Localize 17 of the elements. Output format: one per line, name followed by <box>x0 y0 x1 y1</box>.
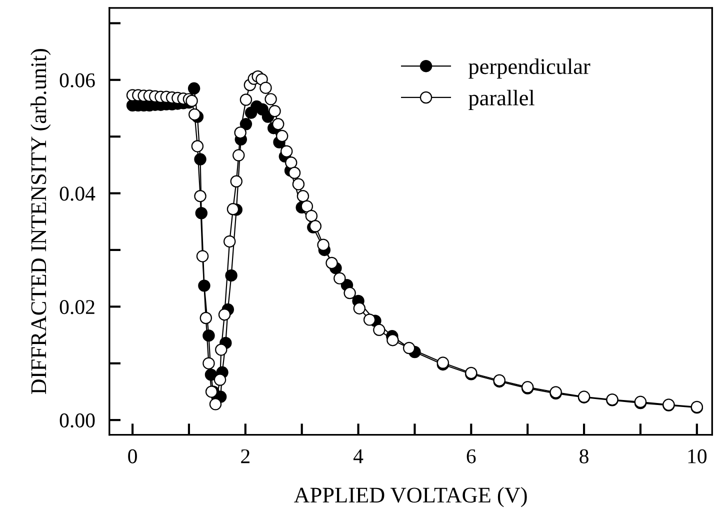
y-tick-label: 0.00 <box>60 413 95 428</box>
x-tick-label: 0 <box>128 449 137 464</box>
y-tick-label: 0.04 <box>60 186 96 201</box>
x-tick-label: 2 <box>241 449 250 464</box>
x-axis-title: APPLIED VOLTAGE (V) <box>294 487 527 508</box>
point <box>225 269 238 282</box>
x-tick-label: 4 <box>353 449 364 464</box>
x-tick-label: 6 <box>466 449 476 464</box>
point <box>188 82 200 95</box>
x-tick-label: 10 <box>688 449 707 464</box>
point <box>194 153 206 166</box>
y-tick-label: 0.02 <box>60 300 94 314</box>
y-tick-label: 0.06 <box>60 73 95 88</box>
x-tick-label: 8 <box>580 449 588 464</box>
legend-label: parallel <box>468 90 534 110</box>
y-axis-title: DIFFRACTED INTENSITY (arb.unit) <box>30 48 51 394</box>
legend-label: perpendicular <box>468 58 590 79</box>
